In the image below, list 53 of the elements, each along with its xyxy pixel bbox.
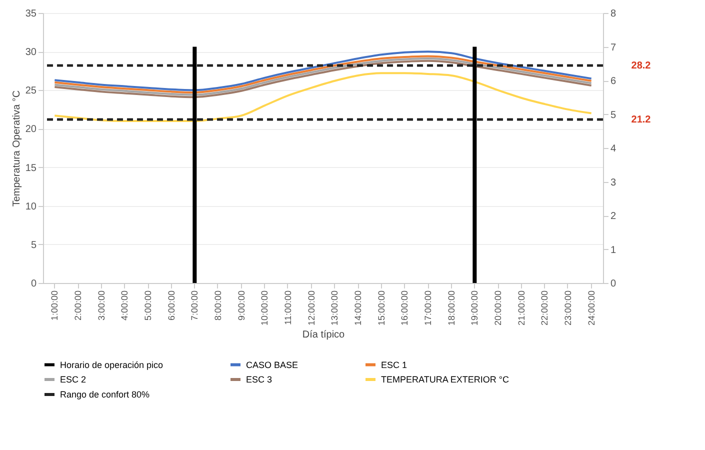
legend-label: CASO BASE — [246, 360, 298, 370]
x-tick-label: 19:00:00 — [470, 290, 480, 326]
line-series — [54, 72, 592, 122]
x-tick-label: 22:00:00 — [540, 290, 550, 326]
legend-label: ESC 2 — [60, 374, 86, 384]
text: 21.2 — [631, 114, 652, 126]
y-tick-label: 25 — [25, 86, 37, 97]
legend-label: ESC 1 — [381, 360, 408, 370]
x-tick-label: 4:00:00 — [120, 290, 130, 321]
x-tick-label: 11:00:00 — [283, 290, 293, 325]
x-tick-label: 18:00:00 — [446, 290, 456, 326]
x-tick-label: 17:00:00 — [423, 290, 433, 326]
y2-tick-label: 3 — [610, 177, 616, 188]
y-tick-label: 10 — [25, 201, 37, 212]
x-tick-label: 21:00:00 — [516, 290, 526, 326]
x-tick-label: 5:00:00 — [143, 290, 153, 321]
x-axis-title: Día típico — [302, 330, 346, 341]
x-tick-label: 3:00:00 — [96, 290, 106, 321]
y2-tick-label: 2 — [610, 211, 616, 222]
legend-label: TEMPERATURA EXTERIOR °C — [381, 374, 510, 384]
x-tick-label: 14:00:00 — [353, 290, 363, 326]
x-tick-label: 6:00:00 — [166, 290, 176, 321]
x-tick-label: 7:00:00 — [190, 290, 200, 321]
x-tick-label: 10:00:00 — [260, 290, 270, 326]
x-tick-label: 1:00:00 — [50, 290, 60, 321]
legend-label: ESC 3 — [246, 374, 272, 384]
text: 28.2 — [631, 60, 652, 72]
y-tick-label: 15 — [25, 162, 37, 174]
x-tick-label: 8:00:00 — [213, 290, 223, 321]
x-tick-label: 24:00:00 — [586, 290, 596, 326]
y-tick-label: 20 — [25, 124, 37, 136]
y-axis-title: Temperatura Operativa °C — [11, 90, 22, 207]
legend-label: Horario de operación pico — [60, 360, 164, 370]
y2-tick-label: 6 — [610, 76, 616, 87]
y2-tick-label: 0 — [610, 278, 616, 290]
y-tick-label: 30 — [25, 47, 37, 58]
x-tick-label: 20:00:00 — [493, 290, 503, 326]
x-tick-label: 9:00:00 — [236, 290, 246, 321]
x-tick-label: 16:00:00 — [400, 290, 410, 326]
y-tick-label: 5 — [30, 240, 37, 251]
x-tick-label: 2:00:00 — [73, 290, 83, 321]
y2-tick-label: 1 — [610, 244, 616, 256]
x-tick-label: 13:00:00 — [330, 290, 340, 326]
y2-tick-label: 4 — [610, 144, 616, 154]
y-tick-label: 35 — [25, 8, 37, 20]
y-tick-label: 0 — [30, 278, 37, 290]
x-tick-label: 12:00:00 — [306, 290, 316, 326]
y2-tick-label: 8 — [610, 8, 616, 20]
y2-tick-label: 5 — [610, 110, 616, 121]
y2-tick-label: 7 — [610, 42, 616, 54]
x-tick-label: 15:00:00 — [376, 290, 386, 326]
legend-label: Rango de confort 80% — [60, 390, 150, 400]
x-tick-label: 23:00:00 — [563, 290, 573, 326]
